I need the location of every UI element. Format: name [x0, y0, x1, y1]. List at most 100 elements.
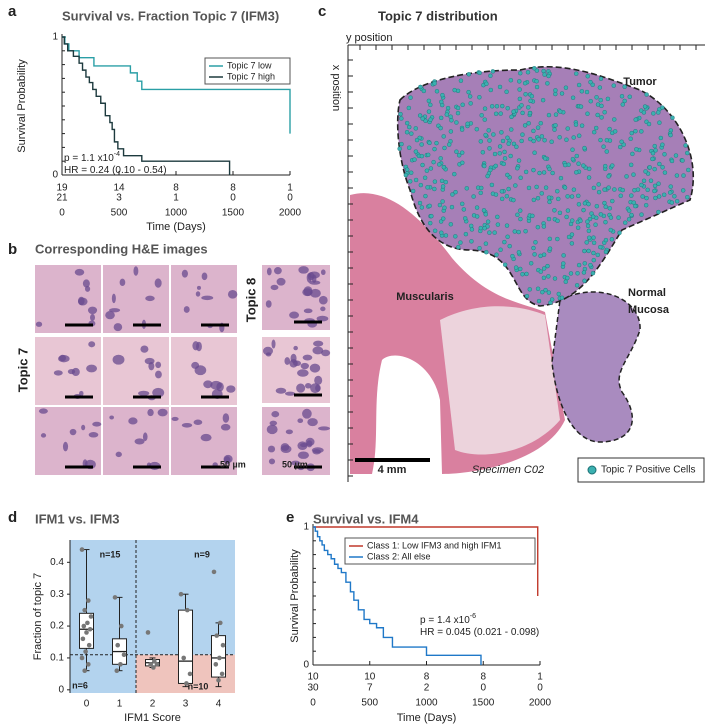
positive-cell: [656, 110, 661, 115]
nucleus: [113, 323, 123, 332]
positive-cell: [553, 112, 559, 117]
nucleus: [53, 370, 63, 376]
positive-cell: [685, 194, 690, 200]
positive-cell: [518, 266, 523, 272]
positive-cell: [526, 105, 531, 110]
point: [220, 642, 226, 648]
nucleus: [321, 349, 331, 357]
positive-cell: [505, 135, 510, 140]
positive-cell: [545, 81, 550, 86]
y-tick-label: 0: [303, 660, 309, 671]
point: [119, 623, 124, 629]
region-label: Tumor: [623, 76, 657, 88]
legend-label: Class 2: All else: [367, 551, 431, 561]
nucleus: [152, 387, 165, 398]
x-tick-label: 500: [111, 208, 128, 219]
survival-curve: [313, 526, 539, 596]
annotation: HR = 0.045 (0.021 - 0.098): [420, 627, 539, 638]
positive-cell: [576, 202, 582, 207]
positive-cell: [483, 132, 488, 138]
nucleus: [285, 429, 293, 435]
positive-cell: [520, 132, 525, 137]
positive-cell: [674, 199, 680, 204]
at-risk: 2: [424, 683, 430, 694]
positive-cell: [484, 81, 489, 87]
point: [79, 547, 85, 552]
positive-cell: [522, 81, 528, 86]
positive-cell: [522, 123, 528, 128]
positive-cell: [505, 234, 510, 239]
positive-cell: [447, 142, 452, 147]
nucleus: [59, 354, 66, 362]
point: [181, 655, 186, 661]
nucleus: [314, 375, 323, 385]
at-risk: 14: [113, 183, 125, 194]
positive-cell: [579, 89, 585, 94]
mucosa-tissue: [551, 291, 641, 443]
nucleus: [196, 285, 201, 290]
point: [216, 677, 221, 683]
positive-cell: [505, 106, 510, 111]
y-axis-label: Fraction of topic 7: [32, 573, 44, 660]
positive-cell: [494, 252, 499, 257]
positive-cell: [526, 121, 531, 126]
positive-cell: [570, 147, 575, 152]
positive-cell: [524, 271, 529, 277]
positive-cell: [565, 194, 570, 199]
nucleus: [311, 447, 324, 454]
positive-cell: [538, 269, 544, 274]
point: [83, 649, 88, 654]
nucleus: [115, 451, 122, 458]
panel-letter: b: [8, 241, 17, 258]
positive-cell: [546, 195, 552, 200]
positive-cell: [487, 230, 492, 235]
nucleus: [309, 363, 321, 373]
positive-cell: [504, 89, 509, 94]
positive-cell: [426, 109, 432, 114]
positive-cell: [628, 136, 633, 141]
positive-cell: [633, 129, 638, 134]
positive-cell: [568, 271, 574, 276]
positive-cell: [418, 182, 424, 188]
positive-cell: [603, 237, 609, 243]
positive-cell: [407, 124, 412, 130]
survival-curve: [313, 526, 482, 665]
positive-cell: [465, 121, 470, 126]
positive-cell: [586, 228, 592, 234]
positive-cell: [660, 105, 665, 110]
point: [154, 662, 160, 667]
positive-cell: [535, 195, 541, 201]
positive-cell: [480, 150, 486, 155]
at-risk: 1: [287, 183, 293, 194]
positive-cell: [626, 217, 632, 222]
legend-box: [577, 457, 705, 483]
positive-cell: [587, 216, 593, 222]
positive-cell: [673, 153, 679, 158]
positive-cell: [576, 193, 581, 199]
positive-cell: [619, 139, 624, 144]
positive-cell: [530, 213, 535, 219]
nucleus: [318, 295, 328, 305]
positive-cell: [559, 91, 565, 96]
positive-cell: [586, 248, 591, 254]
point: [217, 655, 222, 661]
positive-cell: [556, 196, 561, 202]
positive-cell: [508, 77, 514, 83]
nucleus: [270, 284, 279, 291]
positive-cell: [546, 73, 551, 79]
positive-cell: [492, 230, 497, 235]
positive-cell: [582, 145, 587, 151]
positive-cell: [419, 153, 425, 159]
positive-cell: [410, 188, 416, 194]
positive-cell: [518, 175, 523, 180]
positive-cell: [601, 144, 606, 149]
positive-cell: [404, 120, 410, 126]
positive-cell: [565, 126, 570, 131]
nucleus: [303, 286, 313, 297]
positive-cell: [590, 214, 596, 219]
positive-cell: [477, 246, 482, 251]
positive-cell: [414, 137, 420, 143]
positive-cell: [456, 244, 461, 250]
positive-cell: [427, 203, 432, 209]
positive-cell: [669, 200, 675, 205]
